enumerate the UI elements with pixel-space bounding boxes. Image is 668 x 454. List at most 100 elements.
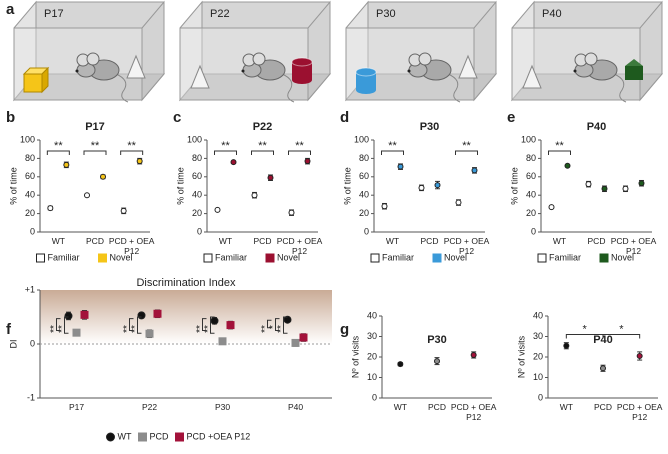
significance-label: **	[91, 140, 100, 152]
arena-label: P40	[542, 8, 562, 20]
significance-label: **	[127, 140, 136, 152]
x-tick-label: WT	[218, 236, 233, 246]
x-tick-label: PCD	[253, 236, 272, 246]
y-tick-label: 0	[364, 226, 369, 236]
significance-label: **	[388, 140, 397, 152]
significance-bracket	[202, 318, 207, 331]
data-point	[638, 180, 645, 187]
arena-label: P22	[210, 8, 230, 20]
data-point	[564, 162, 571, 169]
x-tick-label: PCD + OEA P12	[108, 236, 155, 256]
x-tick-label: WT	[385, 236, 400, 246]
significance-bracket	[251, 150, 274, 156]
x-tick-label: PCD + OEA P12	[616, 402, 663, 422]
chart-title: P17	[85, 121, 105, 133]
data-point	[80, 310, 89, 319]
legend-marker	[265, 253, 275, 263]
x-tick-label-box: WT	[393, 402, 407, 412]
y-tick-label: 20	[367, 351, 377, 361]
significance-label: **	[195, 325, 206, 333]
legend-label: Familiar	[48, 252, 80, 262]
x-tick-label-box: PCD	[86, 236, 104, 246]
significance-bracket	[64, 316, 69, 334]
y-axis-title: % of time	[342, 167, 352, 205]
significance-bracket	[129, 318, 134, 331]
significance-bracket	[288, 150, 311, 156]
y-tick-label: 20	[359, 208, 369, 218]
x-tick-label-box: P30	[215, 402, 230, 412]
panel-label: f	[6, 321, 12, 338]
y-axis-title: % of time	[8, 167, 18, 205]
y-tick-label: 80	[192, 153, 202, 163]
y-tick-label: 60	[359, 171, 369, 181]
legend-label: Familiar	[549, 252, 581, 262]
x-tick-label: PCD + OEA P12	[450, 402, 497, 422]
data-point	[397, 361, 404, 368]
x-tick-label: PCD + OEA P12	[443, 236, 490, 256]
y-tick-label: 20	[25, 208, 35, 218]
legend-marker	[370, 253, 380, 263]
x-tick-label: PCD + OEA P12	[610, 236, 657, 256]
object-prism	[625, 66, 643, 80]
significance-label: **	[555, 140, 564, 152]
data-point	[145, 329, 154, 338]
significance-label: **	[57, 325, 68, 333]
significance-label: **	[130, 325, 141, 333]
significance-bracket	[46, 150, 70, 156]
legend-marker	[599, 253, 609, 263]
y-tick-label: -1	[27, 392, 35, 402]
data-point	[601, 185, 608, 192]
object-pyramid	[126, 54, 146, 79]
significance-bracket	[283, 316, 288, 334]
y-tick-label: 100	[521, 134, 536, 144]
significance-bracket	[83, 150, 107, 156]
x-tick-label: WT	[393, 402, 407, 412]
data-point	[636, 352, 643, 359]
data-point	[381, 203, 388, 210]
significance-bracket	[214, 150, 237, 156]
data-point	[153, 309, 162, 318]
x-tick-label: PCD	[428, 402, 446, 412]
significance-label: **	[462, 140, 471, 152]
data-point	[563, 342, 570, 349]
object-cylinder-top	[355, 67, 377, 77]
data-point	[434, 358, 440, 365]
mouse-nose	[75, 69, 79, 73]
legend-marker	[203, 253, 213, 263]
x-tick-label-box: PCD	[428, 402, 446, 412]
object-cylinder-top	[291, 57, 313, 67]
object-cylinder-base	[356, 86, 376, 94]
significance-label: **	[276, 325, 287, 333]
mouse-tail	[447, 73, 461, 103]
data-point	[471, 167, 478, 174]
data-point	[397, 163, 404, 170]
x-tick-label-box: WT	[553, 236, 566, 246]
significance-label: **	[54, 140, 63, 152]
y-tick-label: 80	[25, 153, 35, 163]
x-tick-label-box: P22	[142, 402, 157, 412]
data-point	[137, 311, 146, 320]
panel-label: a	[6, 1, 15, 18]
x-tick-label-box: PCD	[421, 236, 439, 246]
data-point	[230, 159, 237, 166]
mouse-ear	[418, 52, 432, 66]
y-tick-label: 80	[359, 153, 369, 163]
legend-marker	[138, 432, 147, 442]
data-point	[84, 192, 90, 199]
data-point	[72, 328, 81, 337]
legend-marker	[432, 253, 442, 263]
panel-label: d	[340, 109, 349, 126]
significance-label: **	[295, 140, 304, 152]
x-tick-label: PCD	[594, 402, 612, 412]
panel-label: b	[6, 109, 15, 126]
legend-label: Novel	[110, 252, 133, 262]
panel-label: g	[340, 321, 349, 338]
data-point	[218, 337, 227, 346]
y-tick-label: 40	[192, 190, 202, 200]
data-point	[210, 316, 219, 325]
y-tick-label: 40	[25, 190, 35, 200]
y-tick-label: 0	[372, 392, 377, 402]
x-tick-label: PCD	[587, 236, 606, 246]
significance-bracket	[267, 319, 272, 329]
data-point	[434, 182, 441, 189]
